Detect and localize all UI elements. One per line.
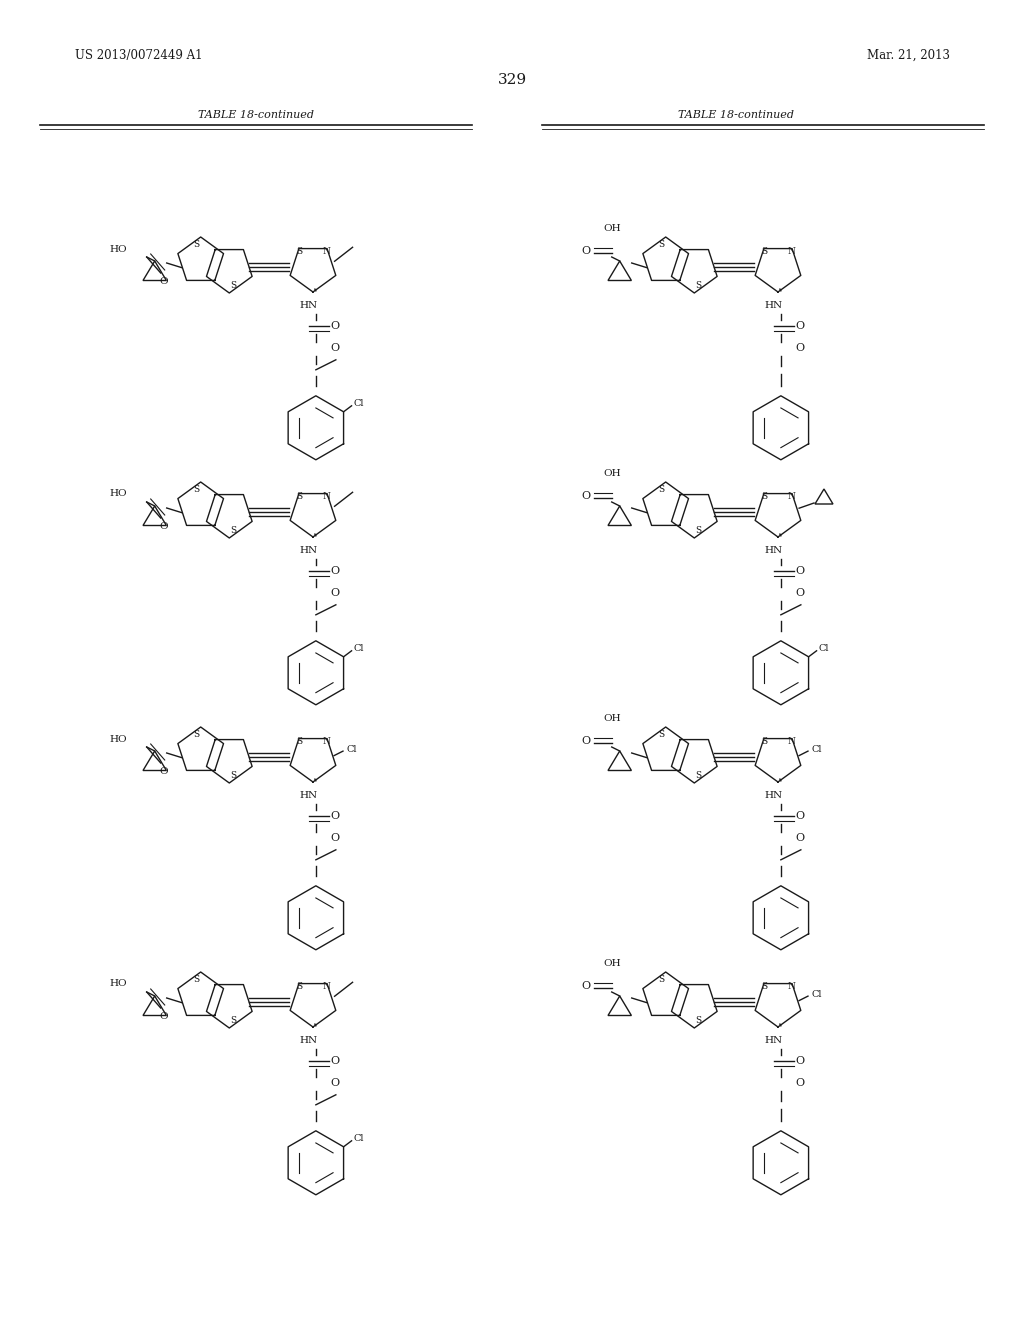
Text: OH: OH (603, 714, 621, 723)
Text: S: S (297, 982, 303, 991)
Text: S: S (230, 771, 237, 780)
Text: HN: HN (765, 791, 783, 800)
Text: Cl: Cl (353, 644, 365, 653)
Text: HN: HN (300, 301, 317, 310)
Text: S: S (762, 737, 768, 746)
Text: 329: 329 (498, 73, 526, 87)
Text: N: N (323, 737, 331, 746)
Text: O: O (796, 587, 805, 598)
Text: S: S (695, 771, 701, 780)
Text: O: O (796, 566, 805, 576)
Text: O: O (582, 981, 590, 991)
Text: S: S (194, 486, 200, 494)
Text: S: S (658, 240, 665, 249)
Text: S: S (230, 1016, 237, 1024)
Text: N: N (323, 492, 331, 500)
Text: HN: HN (300, 791, 317, 800)
Text: O: O (796, 1056, 805, 1065)
Text: S: S (230, 525, 237, 535)
Text: N: N (323, 247, 331, 256)
Text: HO: HO (110, 979, 127, 989)
Text: O: O (582, 491, 590, 502)
Text: TABLE 18-continued: TABLE 18-continued (678, 110, 794, 120)
Text: N: N (787, 982, 796, 991)
Text: S: S (297, 737, 303, 746)
Text: HN: HN (300, 1036, 317, 1045)
Text: O: O (582, 737, 590, 746)
Text: S: S (194, 730, 200, 739)
Text: N: N (787, 737, 796, 746)
Text: Mar. 21, 2013: Mar. 21, 2013 (867, 49, 950, 62)
Text: HO: HO (110, 490, 127, 499)
Text: OH: OH (603, 960, 621, 968)
Text: S: S (762, 492, 768, 500)
Text: O: O (331, 1056, 340, 1065)
Text: O: O (331, 343, 340, 352)
Text: N: N (787, 492, 796, 500)
Text: O: O (796, 1078, 805, 1088)
Text: S: S (695, 1016, 701, 1024)
Text: S: S (695, 281, 701, 290)
Text: O: O (796, 810, 805, 821)
Text: S: S (658, 975, 665, 985)
Text: O: O (331, 321, 340, 331)
Text: HO: HO (110, 734, 127, 743)
Text: HN: HN (300, 546, 317, 556)
Text: OH: OH (603, 224, 621, 234)
Text: HO: HO (110, 244, 127, 253)
Text: HN: HN (765, 301, 783, 310)
Text: O: O (331, 833, 340, 842)
Text: O: O (160, 277, 168, 286)
Text: S: S (230, 281, 237, 290)
Text: O: O (796, 321, 805, 331)
Text: O: O (796, 343, 805, 352)
Text: O: O (331, 587, 340, 598)
Text: S: S (658, 486, 665, 494)
Text: O: O (331, 810, 340, 821)
Text: HN: HN (765, 546, 783, 556)
Text: S: S (297, 492, 303, 500)
Text: Cl: Cl (812, 990, 822, 999)
Text: S: S (695, 525, 701, 535)
Text: S: S (297, 247, 303, 256)
Text: Cl: Cl (812, 744, 822, 754)
Text: Cl: Cl (347, 744, 357, 754)
Text: Cl: Cl (818, 644, 829, 653)
Text: N: N (787, 247, 796, 256)
Text: O: O (160, 1012, 168, 1020)
Text: S: S (658, 730, 665, 739)
Text: TABLE 18-continued: TABLE 18-continued (198, 110, 314, 120)
Text: O: O (331, 566, 340, 576)
Text: S: S (762, 982, 768, 991)
Text: O: O (331, 1078, 340, 1088)
Text: S: S (194, 240, 200, 249)
Text: O: O (160, 767, 168, 776)
Text: Cl: Cl (353, 1134, 365, 1143)
Text: US 2013/0072449 A1: US 2013/0072449 A1 (75, 49, 203, 62)
Text: OH: OH (603, 469, 621, 478)
Text: N: N (323, 982, 331, 991)
Text: HN: HN (765, 1036, 783, 1045)
Text: S: S (194, 975, 200, 985)
Text: Cl: Cl (353, 399, 365, 408)
Text: O: O (160, 521, 168, 531)
Text: S: S (762, 247, 768, 256)
Text: O: O (582, 246, 590, 256)
Text: O: O (796, 833, 805, 842)
